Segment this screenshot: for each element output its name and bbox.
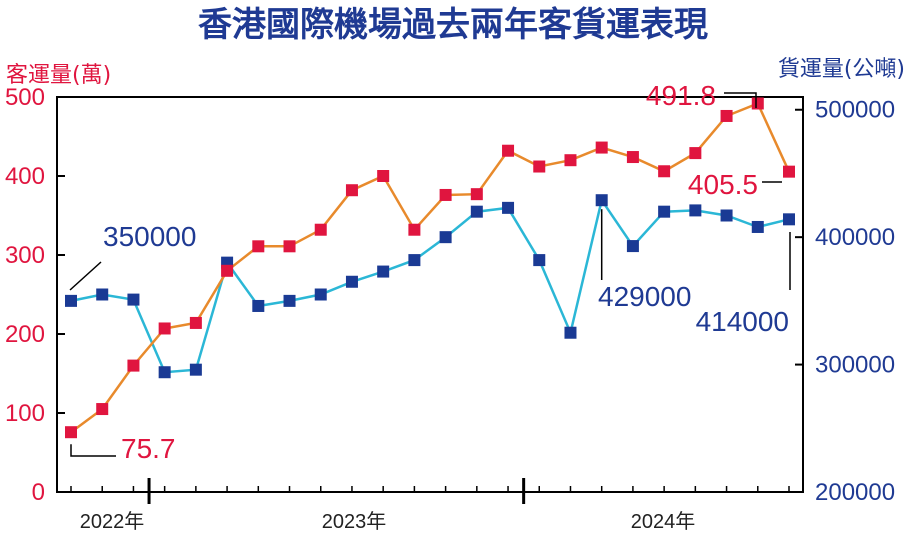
passenger-point <box>221 264 234 277</box>
annotation-leader <box>69 261 102 291</box>
left-tick-label: 500 <box>5 84 45 111</box>
passenger-point <box>96 403 109 416</box>
series-points <box>65 97 795 439</box>
annotation-label: 429000 <box>598 281 691 312</box>
passenger-point <box>564 154 577 167</box>
cargo-point <box>751 220 764 233</box>
plot-frame <box>56 96 804 493</box>
cargo-point <box>408 254 421 267</box>
cargo-point <box>65 294 77 307</box>
right-tick-label: 200000 <box>815 479 895 506</box>
passenger-point <box>283 240 296 253</box>
passenger-point <box>377 170 390 182</box>
passenger-point <box>439 188 452 201</box>
annotation-label: 491.8 <box>646 80 716 111</box>
cargo-point <box>533 254 546 267</box>
annotation-label: 75.7 <box>121 433 176 464</box>
x-year-label: 2024年 <box>631 510 696 533</box>
passenger-line <box>70 101 791 434</box>
x-year-label: 2023年 <box>322 510 387 533</box>
passenger-point <box>345 184 358 197</box>
right-tick-label: 500000 <box>815 97 895 124</box>
cargo-point <box>564 326 577 339</box>
left-tick-label: 400 <box>5 163 45 190</box>
cargo-point <box>158 366 171 379</box>
annotation-label: 350000 <box>103 221 196 252</box>
passenger-point <box>658 165 671 178</box>
cargo-point <box>470 205 483 218</box>
cargo-point <box>439 231 452 244</box>
axes: 0 100 200 300 400 500 200000 300000 400000 500000… <box>5 84 895 533</box>
left-tick-label: 0 <box>32 479 45 506</box>
cargo-point <box>345 275 358 288</box>
cargo-point <box>626 240 639 253</box>
cargo-point <box>720 209 733 222</box>
passenger-point <box>158 322 171 335</box>
right-axis-label: 貨運量(公噸) <box>778 57 905 82</box>
passenger-point <box>65 426 77 439</box>
cargo-point <box>783 213 795 226</box>
cargo-point <box>189 363 202 376</box>
passenger-point <box>408 223 421 236</box>
passenger-point <box>783 165 795 178</box>
passenger-point <box>689 147 702 160</box>
annotation-label: 414000 <box>696 306 789 337</box>
passenger-point <box>720 109 733 122</box>
passenger-point <box>502 144 515 157</box>
left-axis-label: 客運量(萬) <box>6 63 111 88</box>
cargo-point <box>314 288 327 301</box>
right-tick-label: 300000 <box>815 352 895 379</box>
cargo-point <box>502 201 515 214</box>
passenger-point <box>252 240 265 253</box>
passenger-point <box>189 316 202 329</box>
cargo-point <box>658 205 671 218</box>
cargo-point <box>127 293 140 306</box>
cargo-point <box>283 294 296 307</box>
passenger-point <box>751 97 764 110</box>
right-tick-label: 400000 <box>815 224 895 251</box>
annotation-label: 405.5 <box>688 169 758 200</box>
passenger-point <box>533 160 546 173</box>
chart-title: 香港國際機場過去兩年客貨運表現 <box>198 5 708 45</box>
passenger-point <box>470 188 483 201</box>
left-tick-label: 200 <box>5 321 45 348</box>
passenger-point <box>127 359 140 372</box>
series-lines <box>70 101 791 434</box>
cargo-point <box>96 288 109 301</box>
passenger-point <box>314 223 327 236</box>
annotation-leader <box>724 92 757 108</box>
left-tick-label: 100 <box>5 400 45 427</box>
annotation-leader <box>70 444 116 457</box>
left-tick-label: 300 <box>5 242 45 269</box>
x-year-label: 2022年 <box>80 510 145 533</box>
passenger-point <box>595 141 608 154</box>
cargo-point <box>689 204 702 217</box>
cargo-point <box>595 194 608 207</box>
cargo-point <box>252 299 265 312</box>
passenger-point <box>626 151 639 164</box>
cargo-point <box>377 265 390 278</box>
